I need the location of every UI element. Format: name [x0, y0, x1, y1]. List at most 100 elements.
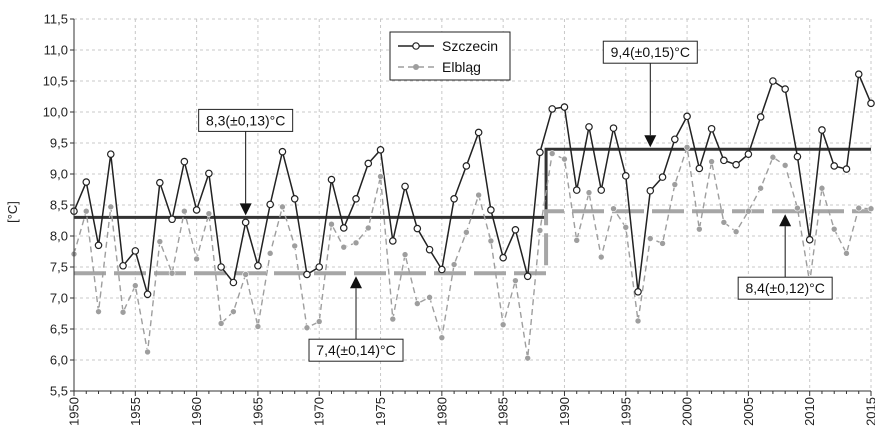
step-means	[74, 147, 871, 276]
data-point	[720, 156, 728, 165]
data-point	[732, 160, 740, 169]
data-point	[867, 99, 875, 108]
data-point	[781, 85, 789, 93]
y-tick-label: 6,0	[50, 353, 68, 368]
data-point	[646, 186, 655, 195]
data-point	[413, 224, 422, 233]
data-point	[438, 265, 446, 274]
annotations: 8,3(±0,13)°C 9,4(±0,15)°C 7,4(±0,14)°C 8,4(…	[198, 40, 833, 362]
x-tick-label: 1990	[557, 397, 572, 426]
data-point	[315, 318, 323, 325]
annotation-label: 9,4(±0,15)°C	[611, 44, 690, 60]
data-point	[646, 235, 654, 242]
y-axis-label: [°C]	[5, 201, 20, 223]
data-point	[340, 243, 348, 251]
data-point	[793, 152, 802, 161]
data-point	[573, 237, 581, 244]
annotation-arrow	[779, 214, 792, 227]
data-point	[707, 124, 716, 133]
data-point	[609, 124, 618, 132]
data-point	[561, 155, 568, 163]
data-point	[230, 308, 237, 315]
data-point	[511, 226, 520, 234]
data-point	[524, 354, 531, 362]
y-tick-label: 5,5	[50, 384, 68, 399]
data-point	[143, 290, 152, 299]
annotation-arrow	[644, 135, 657, 148]
data-point	[94, 241, 103, 250]
data-point	[192, 206, 201, 214]
data-point	[830, 162, 839, 170]
data-point	[82, 178, 91, 186]
annotation-box	[737, 276, 833, 300]
data-point	[144, 348, 151, 356]
data-point	[328, 220, 335, 228]
data-point	[401, 182, 409, 191]
data-point	[327, 175, 336, 184]
data-point	[720, 219, 728, 226]
legend-swatch-marker	[413, 64, 419, 70]
annotation-label: 8,4(±0,12)°C	[745, 280, 824, 296]
annotation-arrow	[350, 276, 363, 289]
data-point	[622, 224, 630, 231]
grid	[73, 18, 872, 392]
x-tick-label: 1975	[373, 397, 388, 426]
y-tick-label: 7,0	[50, 291, 68, 306]
data-point	[671, 135, 679, 144]
data-point	[266, 250, 274, 257]
annotation: 9,4(±0,15)°C	[602, 40, 698, 148]
x-tick-label: 1995	[618, 397, 633, 426]
data-point	[438, 334, 446, 341]
data-point	[744, 150, 753, 158]
data-point	[499, 321, 507, 328]
data-point	[181, 207, 188, 215]
data-point	[352, 195, 360, 203]
data-point	[364, 224, 372, 232]
x-tick-label: 1960	[189, 397, 204, 426]
data-point	[315, 263, 324, 271]
data-point	[475, 191, 482, 199]
x-tick-label: 2005	[741, 397, 756, 426]
x-tick-label: 1970	[312, 397, 327, 426]
x-tick-label: 1985	[496, 397, 511, 426]
data-point	[254, 261, 262, 270]
data-point	[683, 112, 691, 121]
y-tick-label: 11,0	[44, 43, 68, 58]
x-tick-label: 2000	[680, 397, 695, 426]
data-point	[290, 195, 299, 203]
data-point	[205, 210, 213, 217]
data-point	[450, 195, 458, 203]
data-point	[132, 282, 139, 289]
data-point	[303, 324, 311, 332]
data-point	[463, 228, 470, 236]
data-point	[696, 225, 703, 233]
data-point	[634, 287, 642, 296]
mean-line-elbląg	[74, 209, 871, 276]
x-tick-label: 1950	[67, 397, 82, 426]
axes: 5,5 6,0 6,5 7,0 7,5 8,0 8,5 9,0 9,5 10,0 10,5 11,0 1…	[43, 12, 875, 426]
data-point	[376, 146, 385, 154]
data-point	[414, 300, 421, 307]
data-point	[548, 150, 556, 157]
data-point	[474, 128, 483, 137]
annotation: 8,3(±0,13)°C	[198, 108, 294, 216]
data-point	[168, 215, 176, 224]
data-point	[769, 77, 777, 85]
legend-box	[389, 31, 511, 81]
data-point	[352, 239, 360, 247]
data-point	[572, 186, 581, 194]
legend-label: Szczecin	[442, 38, 498, 54]
data-point	[279, 203, 286, 211]
data-point	[156, 238, 164, 245]
annotation-arrow	[239, 203, 252, 216]
data-point	[659, 240, 666, 247]
data-point	[278, 147, 287, 156]
x-tick-label: 1955	[128, 397, 143, 426]
x-tick-label: 1965	[250, 397, 265, 426]
data-point	[107, 203, 115, 211]
data-point	[217, 320, 225, 327]
data-point	[855, 204, 863, 212]
y-tick-label: 11,5	[44, 12, 68, 27]
data-point	[745, 207, 752, 215]
